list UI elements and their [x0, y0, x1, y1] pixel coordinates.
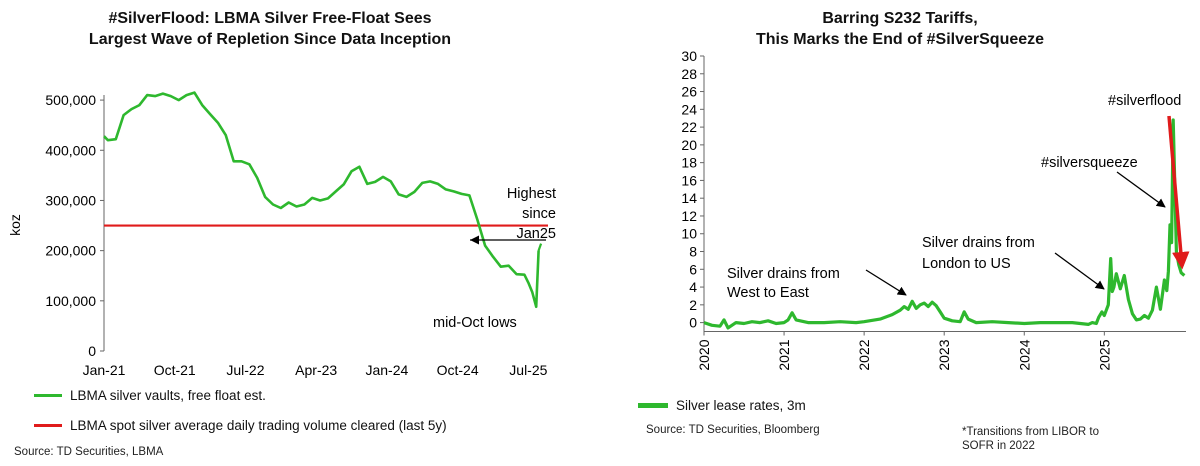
right-annotation-west-east-line2: West to East	[727, 285, 809, 301]
right-y-tick-label: 24	[681, 101, 697, 117]
right-arrow-silversqueeze	[1116, 171, 1166, 208]
left-x-tick-label: Jan-21	[83, 362, 126, 378]
left-y-tick-label: 100,000	[45, 293, 96, 309]
left-x-tick-label: Jan-24	[365, 362, 408, 378]
left-title-line-1: #SilverFlood: LBMA Silver Free-Float See…	[108, 10, 432, 27]
right-title-line-2: This Marks the End of #SilverSqueeze	[755, 31, 1045, 48]
right-source: Source: TD Securities, Bloomberg	[646, 424, 820, 436]
right-note-line-1: *Transitions from LIBOR to	[962, 426, 1099, 438]
right-x-tick-label: 2025	[1096, 339, 1112, 370]
right-y-tick-label: 22	[681, 119, 697, 135]
right-y-tick-label: 10	[681, 226, 697, 242]
right-y-tick-label: 0	[689, 315, 697, 331]
left-y-tick-label: 0	[88, 343, 96, 359]
right-x-tick-label: 2024	[1016, 339, 1032, 370]
left-legend-label-volume: LBMA spot silver average daily trading v…	[70, 418, 447, 433]
right-y-tick-label: 4	[689, 279, 697, 295]
left-x-tick-label: Oct-21	[154, 362, 196, 378]
right-x-tick-label: 2023	[936, 339, 952, 370]
left-legend-item-vaults: LBMA silver vaults, free float est.	[34, 388, 266, 403]
left-y-tick-label: 500,000	[45, 92, 96, 108]
right-legend-label-lease: Silver lease rates, 3m	[676, 398, 806, 413]
right-legend-item-lease: Silver lease rates, 3m	[638, 398, 806, 413]
right-y-tick-label: 20	[681, 137, 697, 153]
left-x-tick-label: Jul-22	[226, 362, 264, 378]
right-arrow-silverflood	[1167, 115, 1190, 270]
right-series-lease-line	[703, 118, 1186, 330]
right-annotation-london-us-line2: London to US	[922, 256, 1011, 272]
left-annotation-highest-line2: since	[522, 206, 556, 222]
right-x-tick-label: 2021	[776, 339, 792, 370]
right-note-line-2: SOFR in 2022	[962, 440, 1035, 452]
left-x-tick-label: Apr-23	[295, 362, 337, 378]
right-y-tick-label: 28	[681, 66, 697, 82]
right-chart-title: Barring S232 Tariffs, This Marks the End…	[600, 8, 1200, 50]
left-legend-swatch-green	[34, 394, 62, 397]
left-source: Source: TD Securities, LBMA	[14, 446, 164, 458]
right-y-tick-label: 12	[681, 208, 697, 224]
right-annotation-silversqueeze: #silversqueeze	[1041, 155, 1138, 171]
right-y-tick-label: 14	[681, 190, 697, 206]
left-series-vaults-tail	[537, 243, 543, 252]
left-legend-swatch-red	[34, 424, 62, 427]
right-legend-swatch-green	[638, 403, 668, 408]
right-y-tick-label: 26	[681, 84, 697, 100]
left-y-tick-label: 200,000	[45, 243, 96, 259]
right-y-tick-label: 8	[689, 244, 697, 260]
left-chart-panel: #SilverFlood: LBMA Silver Free-Float See…	[7, 8, 556, 458]
left-x-tick-label: Jul-25	[509, 362, 547, 378]
right-chart-panel: Barring S232 Tariffs, This Marks the End…	[600, 0, 1200, 466]
right-annotation-silverflood: #silverflood	[1108, 93, 1181, 109]
left-legend-label-vaults: LBMA silver vaults, free float est.	[70, 388, 266, 403]
left-y-tick-label: 300,000	[45, 192, 96, 208]
right-annotation-london-us-line1: Silver drains from	[922, 235, 1035, 251]
left-annotation-arrowhead	[470, 235, 479, 245]
left-annotation-highest-line1: Highest	[507, 186, 556, 202]
left-title-line-2: Largest Wave of Repletion Since Data Inc…	[88, 31, 452, 48]
right-x-tick-label: 2022	[856, 339, 872, 370]
right-annotation-west-east-line1: Silver drains from	[727, 266, 840, 282]
left-chart-title: #SilverFlood: LBMA Silver Free-Float See…	[10, 8, 530, 50]
right-arrow-london-us	[1054, 252, 1105, 290]
right-y-tick-label: 6	[689, 261, 697, 277]
left-x-tick-label: Oct-24	[437, 362, 479, 378]
right-title-line-1: Barring S232 Tariffs,	[822, 10, 978, 27]
right-y-tick-label: 16	[681, 172, 697, 188]
left-legend-item-volume: LBMA spot silver average daily trading v…	[34, 418, 447, 433]
right-y-tick-label: 2	[689, 297, 697, 313]
left-annotation-mid-oct-lows: mid-Oct lows	[433, 315, 517, 331]
right-note: *Transitions from LIBOR to SOFR in 2022	[962, 425, 1099, 453]
right-arrow-west-east	[865, 269, 907, 296]
right-y-tick-label: 30	[681, 48, 697, 64]
left-y-tick-label: 400,000	[45, 142, 96, 158]
right-y-tick-label: 18	[681, 155, 697, 171]
left-annotation-highest-line3: Jan25	[516, 226, 556, 242]
left-ylabel: koz	[7, 214, 23, 236]
right-x-tick-label: 2020	[696, 339, 712, 370]
left-series-vaults-line	[103, 91, 540, 309]
left-chart-svg: 0 100,000 200,000 300,000 400,000 500,000 Jan-…	[7, 91, 556, 378]
